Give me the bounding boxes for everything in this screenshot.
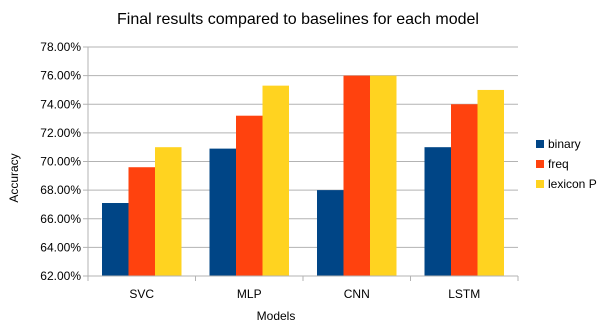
legend-label: lexicon P: [548, 177, 597, 191]
y-axis-label: Accuracy: [7, 153, 21, 202]
bar-freq-mlp: [236, 115, 263, 276]
y-tick-label: 74.00%: [40, 97, 81, 111]
x-tick-label: LSTM: [448, 287, 480, 301]
bar-freq-svc: [128, 167, 155, 276]
bar-binary-mlp: [209, 148, 236, 276]
bar-lexicon-p-svc: [155, 147, 182, 276]
y-tick-label: 62.00%: [40, 269, 81, 283]
y-tick-label: 78.00%: [40, 40, 81, 54]
bar-binary-cnn: [317, 190, 344, 276]
bar-freq-cnn: [343, 75, 370, 276]
legend-swatch: [536, 140, 544, 148]
y-tick-label: 66.00%: [40, 212, 81, 226]
chart-title: Final results compared to baselines for …: [117, 11, 479, 28]
y-tick-label: 68.00%: [40, 183, 81, 197]
y-tick-label: 76.00%: [40, 69, 81, 83]
bar-freq-lstm: [451, 104, 478, 276]
bars: [102, 75, 504, 276]
legend-label: binary: [548, 137, 581, 151]
bar-lexicon-p-lstm: [477, 89, 504, 276]
legend: binary freq lexicon P: [536, 137, 597, 191]
x-axis-label: Models: [257, 309, 296, 323]
bar-lexicon-p-mlp: [262, 85, 289, 276]
bar-binary-lstm: [424, 147, 451, 276]
legend-label: freq: [548, 157, 569, 171]
y-tick-label: 64.00%: [40, 240, 81, 254]
x-tick-labels: SVC MLP CNN LSTM: [129, 287, 480, 301]
x-tick-label: CNN: [344, 287, 370, 301]
y-tick-label: 70.00%: [40, 155, 81, 169]
legend-swatch: [536, 180, 544, 188]
x-tick-label: MLP: [237, 287, 262, 301]
x-tick-label: SVC: [129, 287, 154, 301]
y-tick-label: 72.00%: [40, 126, 81, 140]
legend-swatch: [536, 160, 544, 168]
bar-lexicon-p-cnn: [370, 75, 397, 276]
axes: [87, 47, 518, 277]
bar-binary-svc: [102, 203, 129, 276]
y-tick-labels: 62.00% 64.00% 66.00% 68.00% 70.00% 72.00% 74.0…: [40, 40, 81, 283]
